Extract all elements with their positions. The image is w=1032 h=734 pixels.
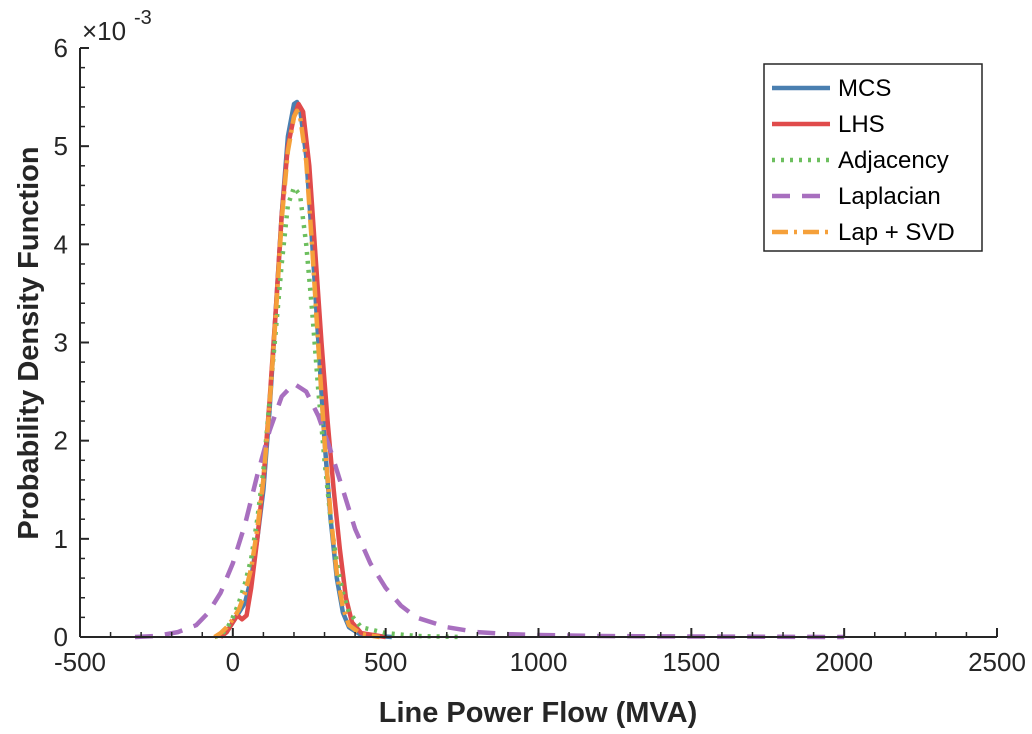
series-line-laplacian (134, 381, 845, 640)
x-tick-label: 2000 (815, 647, 873, 677)
legend-label: Laplacian (838, 183, 941, 210)
y-tick-label: 6 (54, 33, 68, 63)
x-axis-label: Line Power Flow (MVA) (379, 697, 697, 729)
legend-label: Adjacency (838, 147, 949, 174)
y-tick-label: 4 (54, 229, 68, 259)
y-tick-label: 0 (54, 622, 68, 652)
series-line-mcs (219, 99, 392, 640)
y-tick-label: 5 (54, 131, 68, 161)
x-tick-label: 1000 (510, 647, 568, 677)
y-tick-label: 3 (54, 328, 68, 358)
y-tick-label: 1 (54, 524, 68, 554)
y-axis-label: Probability Density Function (13, 146, 45, 539)
y-tick-label: 2 (54, 426, 68, 456)
y-ticks: 0 1 2 3 4 5 6 (54, 33, 89, 652)
series-line-lap-svd (213, 108, 380, 640)
series-layer (134, 99, 845, 640)
y-exponent-prefix: ×10 (82, 16, 126, 46)
x-tick-label: 1500 (662, 647, 720, 677)
y-exponent-power: -3 (134, 7, 152, 29)
legend-label: LHS (838, 111, 885, 138)
legend: MCS LHS Adjacency Laplacian Lap + SVD (763, 63, 983, 252)
y-exponent-label: ×10 -3 (82, 7, 152, 46)
legend-label: Lap + SVD (838, 219, 955, 246)
x-ticks: -500 0 500 1000 1500 2000 2500 (54, 628, 1026, 677)
legend-entries: MCS LHS Adjacency Laplacian Lap + SVD (772, 75, 955, 246)
x-tick-label: 0 (226, 647, 240, 677)
x-tick-label: -500 (54, 647, 106, 677)
x-tick-label: 2500 (968, 647, 1026, 677)
legend-box (763, 63, 983, 252)
x-tick-label: 500 (364, 647, 407, 677)
legend-label: MCS (838, 75, 891, 102)
